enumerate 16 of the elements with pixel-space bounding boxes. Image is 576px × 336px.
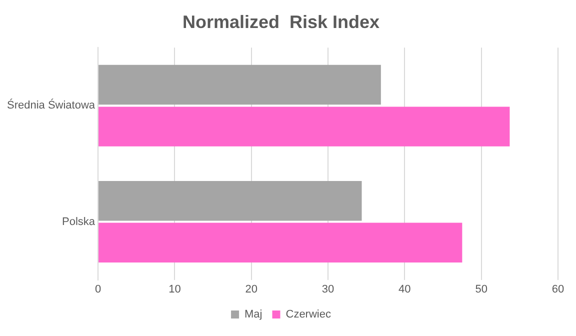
x-tick-label: 50 xyxy=(475,283,488,296)
legend-label: Czerwiec xyxy=(286,308,332,321)
y-tick-label: Średnia Światowa xyxy=(6,98,96,112)
bar xyxy=(98,181,362,221)
x-tick-label: 60 xyxy=(552,283,564,296)
x-tick-label: 20 xyxy=(245,283,258,296)
x-tick-label: 30 xyxy=(322,283,334,296)
x-tick-label: 10 xyxy=(168,283,181,296)
x-tick-label: 40 xyxy=(398,283,411,296)
bar xyxy=(98,106,510,146)
legend-label: Maj xyxy=(244,308,262,321)
bar xyxy=(98,222,462,262)
chart-title: Normalized Risk Index xyxy=(182,12,380,32)
x-tick-label: 0 xyxy=(94,283,102,296)
bar xyxy=(98,64,381,105)
y-tick-label: Polska xyxy=(62,216,96,228)
